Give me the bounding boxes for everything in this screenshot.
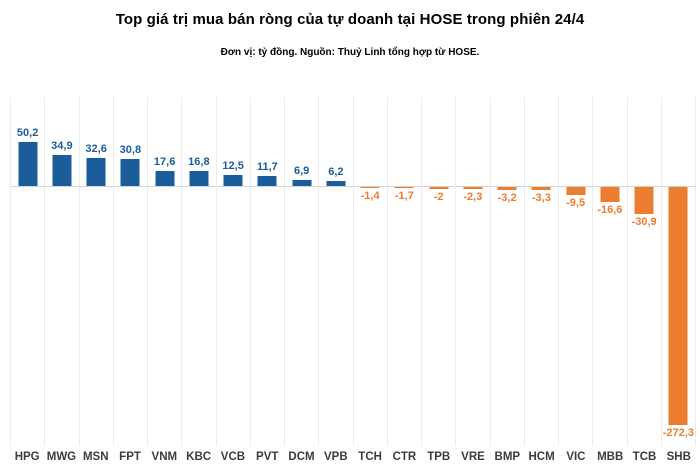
value-label-PVT: 11,7 bbox=[256, 161, 278, 173]
category-slot-TCB: -30,9 bbox=[626, 97, 661, 446]
bar-SHB bbox=[668, 187, 688, 425]
value-label-MSN: 32,6 bbox=[85, 143, 107, 155]
value-label-SHB: -272,3 bbox=[662, 427, 694, 439]
category-slot-VCB: 12,5 bbox=[215, 97, 250, 446]
category-slot-VRE: -2,3 bbox=[455, 97, 489, 446]
chart-subtitle: Đơn vị: tỷ đồng. Nguồn: Thuỷ Linh tổng h… bbox=[220, 47, 480, 58]
x-axis-label-TPB: TPB bbox=[427, 451, 451, 463]
bar-DCM bbox=[292, 180, 312, 186]
x-axis-labels: HPG MWG MSN FPT VNM KBC VCB PVT DCM VPB TCH CTR TPB V… bbox=[10, 451, 696, 463]
category-slot-PVT: 11,7 bbox=[249, 97, 284, 446]
value-label-TCH: -1,4 bbox=[360, 190, 380, 202]
value-label-HPG: 50,2 bbox=[16, 127, 39, 139]
category-slot-VIC: -9,5 bbox=[558, 97, 592, 446]
category-slot-VNM: 17,6 bbox=[147, 97, 181, 446]
bar-MBB bbox=[600, 187, 620, 202]
bar-VIC bbox=[566, 187, 586, 195]
bar-VRE bbox=[463, 187, 483, 189]
value-label-HCM: -3,3 bbox=[531, 192, 551, 204]
category-slot-KBC: 16,8 bbox=[181, 97, 215, 446]
x-axis-label-SHB: SHB bbox=[666, 451, 691, 463]
category-slot-FPT: 30,8 bbox=[112, 97, 147, 446]
value-label-KBC: 16,8 bbox=[188, 156, 210, 168]
plot-area: 50,2 34,9 32,6 30,8 17,6 16,8 12,5 11,7 6,9 6,2 -1… bbox=[10, 97, 696, 446]
bar-VPB bbox=[326, 181, 346, 186]
category-slot-DCM: 6,9 bbox=[284, 97, 318, 446]
x-axis-label-KBC: KBC bbox=[186, 451, 212, 463]
value-label-FPT: 30,8 bbox=[119, 144, 142, 156]
x-axis-label-HPG: HPG bbox=[14, 451, 40, 463]
bar-MSN bbox=[86, 158, 106, 186]
category-slot-BMP: -3,2 bbox=[489, 97, 524, 446]
value-label-VPB: 6,2 bbox=[328, 166, 344, 178]
value-label-MBB: -16,6 bbox=[597, 204, 623, 216]
bar-TPB bbox=[429, 187, 449, 189]
x-axis-label-HCM: HCM bbox=[528, 451, 555, 463]
bar-CTR bbox=[394, 187, 414, 188]
bar-PVT bbox=[257, 176, 277, 186]
value-label-VIC: -9,5 bbox=[566, 197, 586, 209]
category-slot-TPB: -2 bbox=[421, 97, 455, 446]
value-label-BMP: -3,2 bbox=[497, 192, 517, 204]
x-axis-label-TCB: TCB bbox=[632, 451, 657, 463]
value-label-MWG: 34,9 bbox=[51, 140, 73, 152]
category-slot-CTR: -1,7 bbox=[386, 97, 421, 446]
category-slot-TCH: -1,4 bbox=[352, 97, 387, 446]
value-label-VRE: -2,3 bbox=[463, 191, 483, 203]
x-axis-label-BMP: BMP bbox=[494, 451, 521, 463]
chart-title: Top giá trị mua bán ròng của tự doanh tạ… bbox=[115, 11, 585, 28]
category-slot-MSN: 32,6 bbox=[78, 97, 113, 446]
category-slot-HCM: -3,3 bbox=[523, 97, 558, 446]
value-label-TCB: -30,9 bbox=[631, 216, 657, 228]
x-axis-label-VNM: VNM bbox=[151, 451, 178, 463]
value-label-DCM: 6,9 bbox=[293, 165, 310, 177]
bar-TCH bbox=[360, 187, 380, 188]
bar-VCB bbox=[223, 175, 243, 186]
x-axis-label-VRE: VRE bbox=[461, 451, 485, 463]
category-slot-MBB: -16,6 bbox=[592, 97, 626, 446]
x-axis-label-CTR: CTR bbox=[392, 451, 417, 463]
x-axis-label-DCM: DCM bbox=[288, 451, 315, 463]
category-slot-HPG: 50,2 bbox=[10, 97, 44, 446]
x-axis-label-VPB: VPB bbox=[323, 451, 348, 463]
x-axis-label-TCH: TCH bbox=[358, 451, 382, 463]
x-axis-label-FPT: FPT bbox=[119, 451, 141, 463]
value-label-VNM: 17,6 bbox=[153, 156, 176, 168]
value-label-CTR: -1,7 bbox=[394, 190, 414, 202]
bar-BMP bbox=[497, 187, 517, 190]
value-label-VCB: 12,5 bbox=[222, 160, 244, 172]
category-slot-SHB: -272,3 bbox=[660, 97, 696, 446]
x-axis-label-VIC: VIC bbox=[566, 451, 586, 463]
bar-MWG bbox=[52, 155, 72, 186]
bar-KBC bbox=[189, 171, 209, 186]
x-axis-label-MSN: MSN bbox=[82, 451, 109, 463]
x-axis-label-MBB: MBB bbox=[597, 451, 624, 463]
category-slot-VPB: 6,2 bbox=[318, 97, 352, 446]
bar-FPT bbox=[120, 159, 140, 186]
category-slot-MWG: 34,9 bbox=[44, 97, 78, 446]
bar-HPG bbox=[18, 142, 38, 186]
bar-HCM bbox=[531, 187, 551, 190]
bar-TCB bbox=[634, 187, 654, 214]
value-label-TPB: -2 bbox=[433, 191, 444, 203]
bar-VNM bbox=[155, 171, 175, 186]
x-axis-label-MWG: MWG bbox=[46, 451, 77, 463]
x-axis-label-PVT: PVT bbox=[256, 451, 279, 463]
x-axis-label-VCB: VCB bbox=[220, 451, 246, 463]
